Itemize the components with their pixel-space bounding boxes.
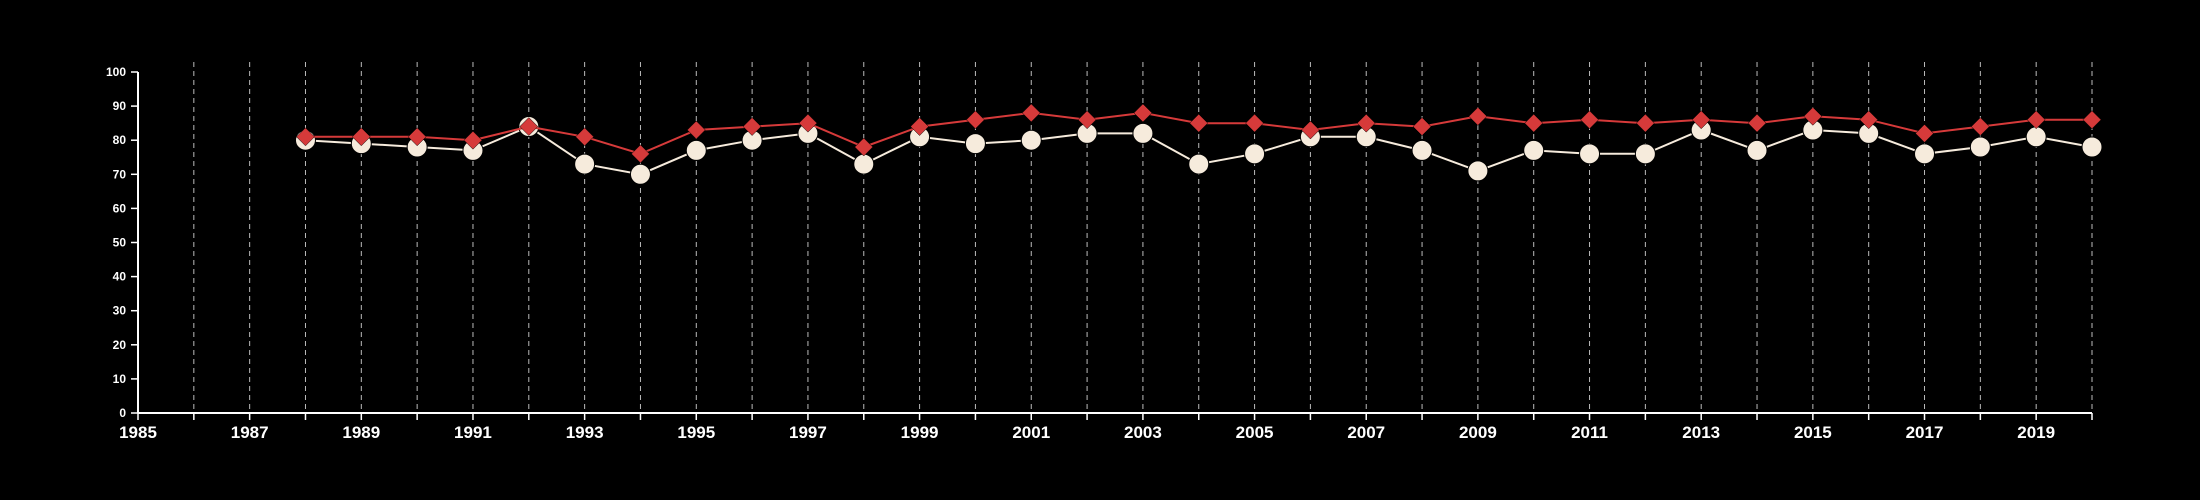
data-point	[1020, 129, 1042, 151]
data-point	[1524, 113, 1544, 133]
series-diamond	[296, 103, 2102, 164]
y-tick-label: 10	[113, 372, 127, 386]
data-point	[1523, 139, 1545, 161]
data-point	[296, 127, 315, 147]
y-axis-ticks: 0 10 20 30 40 50 60 70 80 90 100	[106, 65, 138, 420]
x-tick-label: 1985	[119, 423, 157, 442]
x-tick-label: 2009	[1459, 423, 1497, 442]
data-point	[629, 163, 651, 185]
data-point	[2082, 110, 2102, 130]
data-point	[853, 153, 875, 175]
data-point	[1301, 120, 1320, 140]
data-point	[631, 144, 650, 164]
data-point	[1634, 143, 1656, 165]
y-tick-label: 100	[106, 65, 126, 79]
data-point	[1636, 113, 1655, 133]
axes	[137, 72, 2092, 414]
data-point	[685, 139, 707, 161]
y-tick-label: 0	[119, 406, 126, 420]
data-point	[463, 130, 483, 150]
data-point	[2025, 126, 2047, 148]
x-tick-label: 1991	[454, 423, 492, 442]
data-point	[966, 110, 985, 130]
series-layer	[294, 103, 2103, 185]
x-tick-label: 2011	[1571, 423, 1608, 442]
y-tick-label: 30	[113, 304, 127, 318]
data-point	[1467, 160, 1489, 182]
y-tick-label: 20	[113, 338, 127, 352]
data-point	[407, 127, 427, 147]
data-point	[910, 117, 929, 136]
x-tick-label: 2001	[1012, 423, 1050, 442]
x-tick-label: 2005	[1236, 423, 1274, 442]
data-point	[1133, 103, 1153, 123]
x-tick-label: 2007	[1347, 423, 1385, 442]
y-tick-label: 40	[113, 270, 127, 284]
data-point	[1132, 122, 1154, 144]
data-point	[1914, 143, 1936, 165]
data-point	[1803, 106, 1823, 126]
data-point	[1021, 103, 1041, 123]
y-tick-label: 60	[113, 201, 127, 215]
data-point	[964, 133, 986, 155]
y-tick-label: 80	[113, 133, 127, 147]
y-tick-label: 70	[113, 167, 127, 181]
data-point	[1411, 139, 1433, 161]
data-point	[1412, 117, 1432, 136]
data-point	[1468, 106, 1488, 126]
x-axis-ticks: 1985 1987 1989 1991 1993 1995 1997 1999 2001 2003…	[119, 413, 2093, 442]
data-point	[1691, 110, 1711, 130]
data-point	[1579, 143, 1601, 165]
data-point	[575, 127, 594, 147]
x-tick-label: 1993	[566, 423, 604, 442]
data-point	[1356, 113, 1376, 133]
x-tick-label: 1987	[231, 423, 269, 442]
x-tick-label: 1999	[901, 423, 939, 442]
x-tick-label: 1997	[789, 423, 827, 442]
data-point	[1580, 110, 1599, 130]
y-tick-label: 50	[113, 236, 127, 250]
x-tick-label: 2013	[1682, 423, 1720, 442]
data-point	[1077, 110, 1097, 130]
data-point	[519, 117, 539, 136]
data-point	[1747, 113, 1767, 133]
x-tick-label: 1989	[342, 423, 380, 442]
data-point	[686, 120, 706, 140]
data-point	[1859, 110, 1879, 130]
x-tick-label: 2015	[1794, 423, 1832, 442]
data-point	[854, 137, 874, 157]
data-point	[798, 113, 818, 133]
data-point	[1970, 117, 1990, 136]
y-tick-label: 90	[113, 99, 127, 113]
series-circle	[294, 116, 2103, 185]
data-point	[1915, 124, 1934, 143]
data-point	[1188, 153, 1210, 175]
data-point	[574, 153, 596, 175]
data-point	[742, 117, 762, 136]
data-point	[2081, 136, 2103, 158]
data-point	[351, 127, 371, 147]
data-point	[1244, 143, 1266, 165]
x-tick-label: 2019	[2017, 423, 2055, 442]
x-tick-label: 2017	[1906, 423, 1944, 442]
x-tick-label: 1995	[677, 423, 715, 442]
data-point	[2026, 110, 2046, 130]
x-tick-label: 2003	[1124, 423, 1162, 442]
data-point	[1189, 113, 1209, 133]
data-point	[1746, 139, 1768, 161]
data-point	[1245, 113, 1264, 133]
data-point	[1969, 136, 1991, 158]
